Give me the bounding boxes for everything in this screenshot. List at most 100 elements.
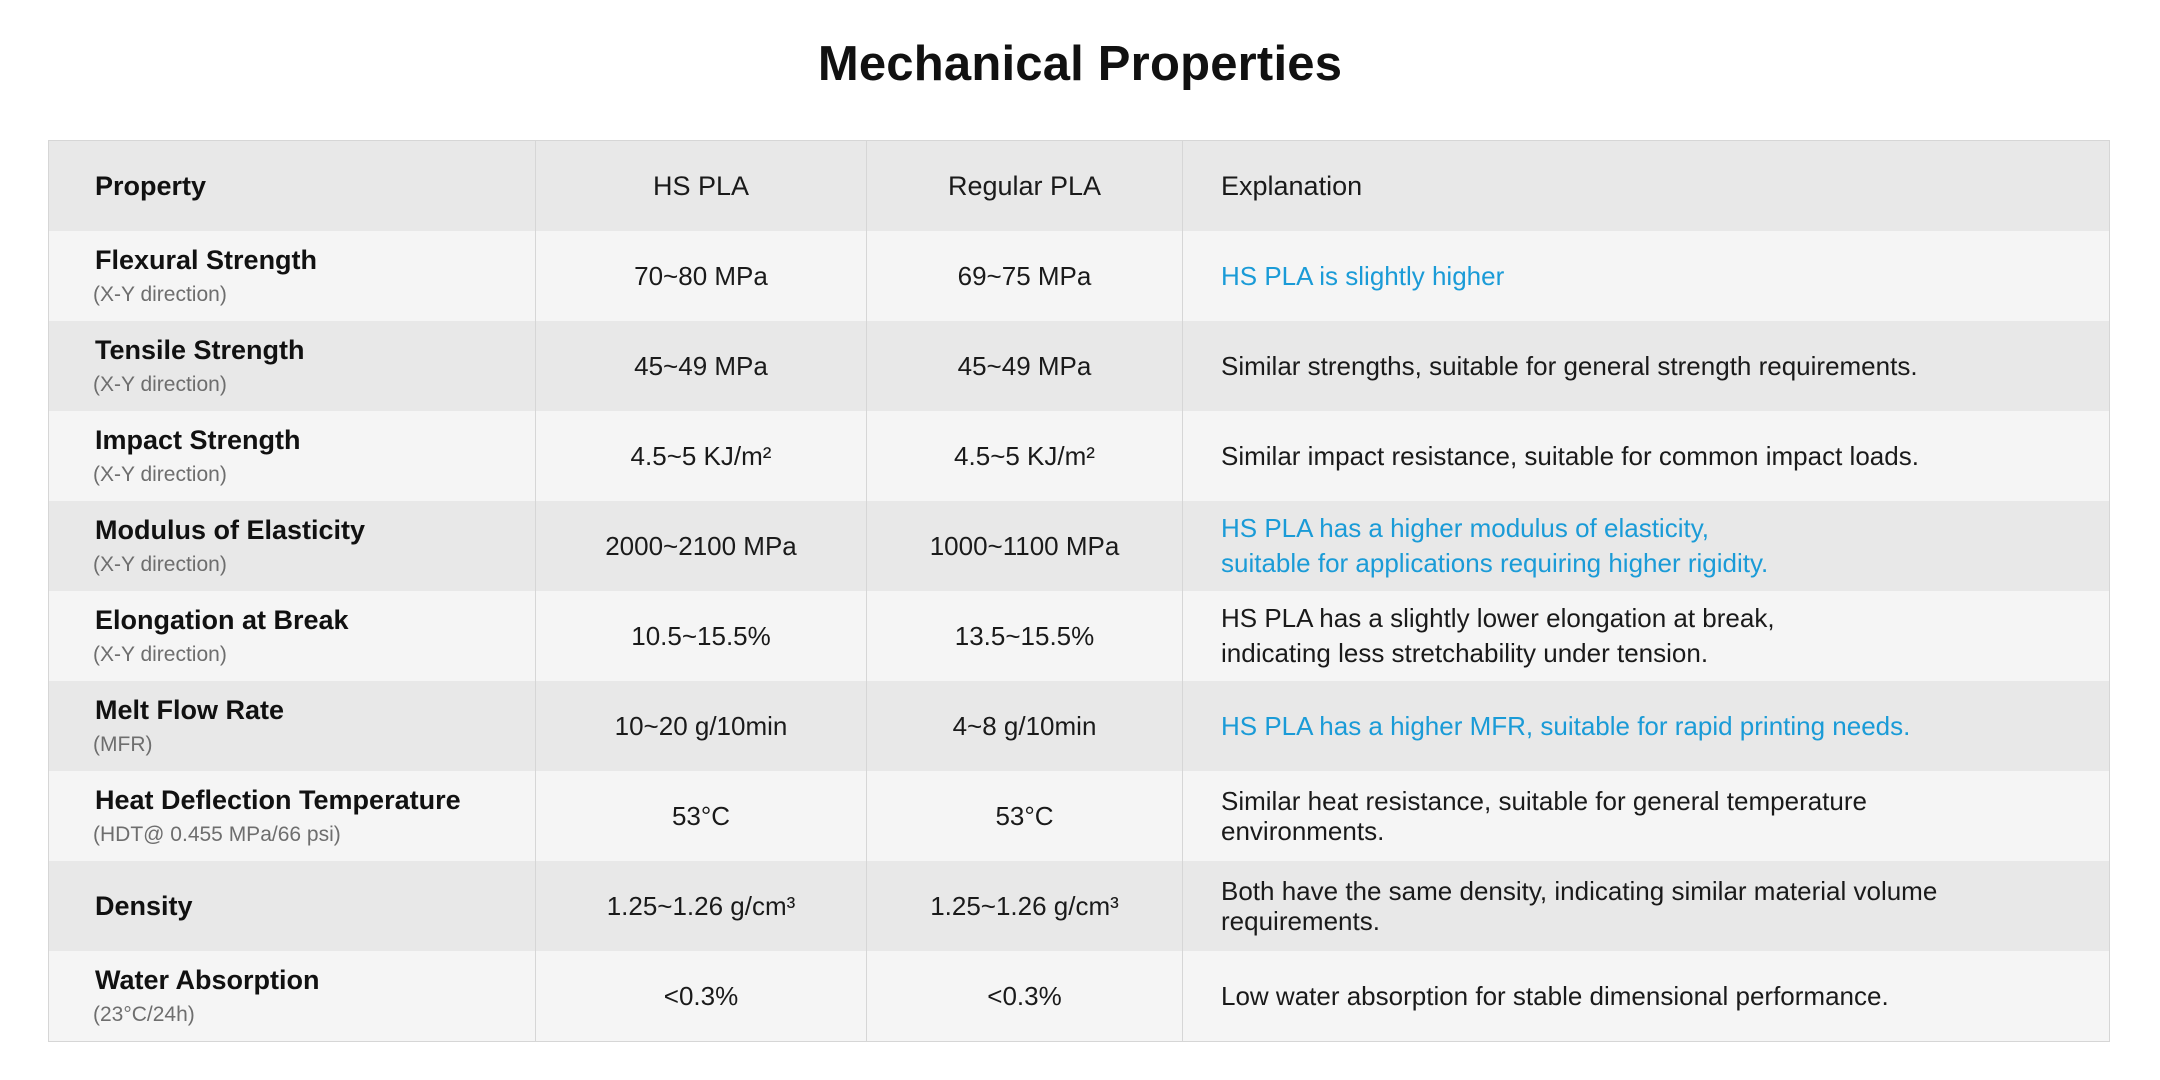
explanation-line: environments. <box>1221 816 1385 846</box>
property-name: Heat Deflection Temperature <box>95 785 461 815</box>
explanation-line: Similar impact resistance, suitable for … <box>1221 440 1919 471</box>
table-header-row: Property HS PLA Regular PLA Explanation <box>49 141 2109 231</box>
explanation-cell: HS PLA has a higher MFR, suitable for ra… <box>1183 681 2109 771</box>
explanation-line: Both have the same density, indicating s… <box>1221 876 1938 906</box>
regular-pla-cell: 4~8 g/10min <box>867 681 1183 771</box>
explanation-line: indicating less stretchability under ten… <box>1221 638 1709 668</box>
table-row: Tensile Strength (X-Y direction) 45~49 MPa… <box>49 321 2109 411</box>
hs-pla-cell: 4.5~5 KJ/m² <box>536 411 867 501</box>
table-row: Water Absorption (23°C/24h) <0.3% <0.3% Low … <box>49 951 2109 1041</box>
property-name: Density <box>95 891 193 921</box>
explanation-line: HS PLA has a slightly lower elongation a… <box>1221 603 1775 633</box>
explanation-cell: Similar strengths, suitable for general … <box>1183 321 2109 411</box>
table-row: Impact Strength (X-Y direction) 4.5~5 KJ/m… <box>49 411 2109 501</box>
property-name: Flexural Strength <box>95 245 318 275</box>
table-row: Heat Deflection Temperature (HDT@ 0.455 M… <box>49 771 2109 861</box>
property-name: Elongation at Break <box>95 605 349 635</box>
explanation-line: HS PLA has a higher modulus of elasticit… <box>1221 513 1709 543</box>
regular-pla-value: 53°C <box>995 800 1054 831</box>
property-subtitle: (X-Y direction) <box>93 463 227 486</box>
property-subtitle: (X-Y direction) <box>93 283 227 306</box>
header-hs-pla: HS PLA <box>652 170 750 201</box>
hs-pla-value: 70~80 MPa <box>634 260 768 291</box>
explanation-line: requirements. <box>1221 906 1380 936</box>
property-subtitle: (23°C/24h) <box>93 1003 195 1026</box>
explanation-cell: HS PLA has a slightly lower elongation a… <box>1183 591 2109 681</box>
header-cell-regular-pla: Regular PLA <box>867 141 1183 231</box>
explanation-line: Similar heat resistance, suitable for ge… <box>1221 786 1867 816</box>
table-row: Modulus of Elasticity (X-Y direction) 2000… <box>49 501 2109 591</box>
header-cell-hs-pla: HS PLA <box>536 141 867 231</box>
regular-pla-value: 1000~1100 MPa <box>929 530 1120 561</box>
header-property: Property <box>95 170 207 201</box>
property-subtitle: (X-Y direction) <box>93 373 227 396</box>
hs-pla-value: 45~49 MPa <box>634 350 768 381</box>
explanation-cell: Similar heat resistance, suitable for ge… <box>1183 771 2109 861</box>
regular-pla-cell: 4.5~5 KJ/m² <box>867 411 1183 501</box>
explanation-line: Similar strengths, suitable for general … <box>1221 350 1918 381</box>
header-regular-pla: Regular PLA <box>947 170 1102 201</box>
regular-pla-value: 69~75 MPa <box>957 260 1092 291</box>
hs-pla-value: 1.25~1.26 g/cm³ <box>606 890 796 921</box>
regular-pla-cell: 1000~1100 MPa <box>867 501 1183 591</box>
property-subtitle: (X-Y direction) <box>93 643 227 666</box>
regular-pla-cell: 53°C <box>867 771 1183 861</box>
property-name: Impact Strength <box>95 425 301 455</box>
hs-pla-cell: 70~80 MPa <box>536 231 867 321</box>
properties-table: Property HS PLA Regular PLA Explanation … <box>48 140 2110 1042</box>
hs-pla-cell: 53°C <box>536 771 867 861</box>
hs-pla-cell: 2000~2100 MPa <box>536 501 867 591</box>
regular-pla-cell: <0.3% <box>867 951 1183 1041</box>
property-cell: Impact Strength (X-Y direction) <box>49 411 536 501</box>
regular-pla-value: 4.5~5 KJ/m² <box>954 440 1095 471</box>
property-cell: Elongation at Break (X-Y direction) <box>49 591 536 681</box>
hs-pla-value: 10.5~15.5% <box>631 620 771 651</box>
hs-pla-cell: 45~49 MPa <box>536 321 867 411</box>
property-name: Modulus of Elasticity <box>95 515 366 545</box>
property-subtitle: (MFR) <box>93 733 153 756</box>
hs-pla-cell: <0.3% <box>536 951 867 1041</box>
page-title: Mechanical Properties <box>817 37 1343 91</box>
hs-pla-value: 2000~2100 MPa <box>605 530 797 561</box>
regular-pla-cell: 1.25~1.26 g/cm³ <box>867 861 1183 951</box>
property-cell: Flexural Strength (X-Y direction) <box>49 231 536 321</box>
table-row: Flexural Strength (X-Y direction) 70~80 MP… <box>49 231 2109 321</box>
hs-pla-value: 53°C <box>671 800 731 831</box>
table-row: Elongation at Break (X-Y direction) 10.5~1… <box>49 591 2109 681</box>
hs-pla-value: 4.5~5 KJ/m² <box>630 440 772 471</box>
hs-pla-cell: 10.5~15.5% <box>536 591 867 681</box>
regular-pla-cell: 69~75 MPa <box>867 231 1183 321</box>
hs-pla-value: <0.3% <box>663 980 739 1011</box>
property-subtitle: (HDT@ 0.455 MPa/66 psi) <box>93 823 341 846</box>
property-cell: Modulus of Elasticity (X-Y direction) <box>49 501 536 591</box>
regular-pla-value: 1.25~1.26 g/cm³ <box>930 890 1119 921</box>
property-cell: Heat Deflection Temperature (HDT@ 0.455 M… <box>49 771 536 861</box>
table-body: Flexural Strength (X-Y direction) 70~80 MP… <box>49 231 2109 1041</box>
explanation-cell: Both have the same density, indicating s… <box>1183 861 2109 951</box>
explanation-cell: HS PLA is slightly higher <box>1183 231 2109 321</box>
header-explanation: Explanation <box>1221 170 1363 201</box>
property-name: Tensile Strength <box>95 335 305 365</box>
explanation-line: HS PLA has a higher MFR, suitable for ra… <box>1221 710 1911 741</box>
hs-pla-cell: 10~20 g/10min <box>536 681 867 771</box>
regular-pla-value: 45~49 MPa <box>957 350 1092 381</box>
explanation-line: HS PLA is slightly higher <box>1221 260 1505 291</box>
regular-pla-value: <0.3% <box>987 980 1062 1011</box>
table-row: Density 1.25~1.26 g/cm³ 1.25~1.26 g/cm³ Bot… <box>49 861 2109 951</box>
property-cell: Tensile Strength (X-Y direction) <box>49 321 536 411</box>
property-name: Water Absorption <box>95 965 320 995</box>
header-cell-property: Property <box>49 141 536 231</box>
regular-pla-value: 4~8 g/10min <box>952 710 1097 741</box>
regular-pla-value: 13.5~15.5% <box>954 620 1095 651</box>
property-cell: Water Absorption (23°C/24h) <box>49 951 536 1041</box>
explanation-line: suitable for applications requiring high… <box>1221 548 1769 578</box>
regular-pla-cell: 45~49 MPa <box>867 321 1183 411</box>
property-cell: Melt Flow Rate (MFR) <box>49 681 536 771</box>
table-row: Melt Flow Rate (MFR) 10~20 g/10min 4~8 g/10… <box>49 681 2109 771</box>
property-subtitle: (X-Y direction) <box>93 553 227 576</box>
regular-pla-cell: 13.5~15.5% <box>867 591 1183 681</box>
explanation-line: Low water absorption for stable dimensio… <box>1221 980 1889 1011</box>
hs-pla-value: 10~20 g/10min <box>614 710 788 741</box>
hs-pla-cell: 1.25~1.26 g/cm³ <box>536 861 867 951</box>
explanation-cell: Similar impact resistance, suitable for … <box>1183 411 2109 501</box>
